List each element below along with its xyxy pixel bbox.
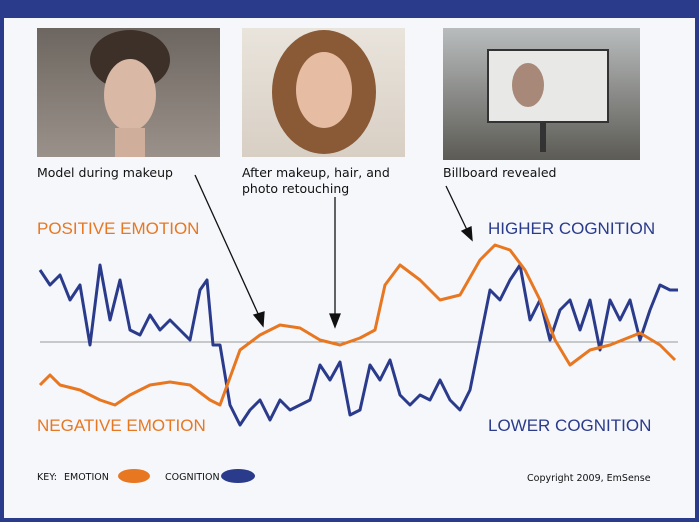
key-title: KEY: [37,472,57,483]
label: POSITIVE EMOTION [37,219,199,238]
key-label: EMOTION [64,472,109,483]
infographic: Model during makeup After makeup, hair, … [0,0,699,522]
caption: Billboard revealed [443,165,556,180]
key-label: COGNITION [165,472,220,483]
copyright: Copyright 2009, EmSense [527,473,651,484]
key-swatch [221,469,255,483]
label: HIGHER COGNITION [488,219,655,238]
caption: After makeup, hair, and [242,165,390,180]
label: LOWER COGNITION [488,416,651,435]
caption: Model during makeup [37,165,173,180]
photo-billboard [443,28,640,160]
label: NEGATIVE EMOTION [37,416,206,435]
key-swatch [118,469,150,483]
caption: photo retouching [242,181,349,196]
photo-makeup [37,28,220,157]
photo-retouched [242,28,405,157]
